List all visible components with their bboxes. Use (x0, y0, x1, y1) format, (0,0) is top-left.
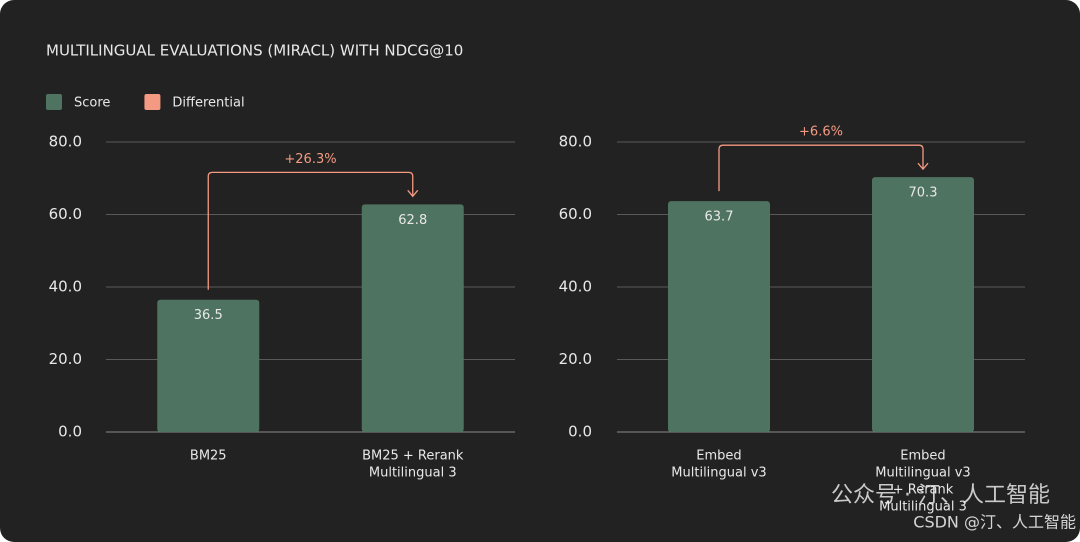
x-tick-label: BM25 + Rerank (362, 449, 464, 464)
y-tick-label: 0.0 (58, 423, 82, 441)
x-tick-label: + Rerank (893, 483, 954, 498)
y-tick-label: 80.0 (49, 133, 82, 151)
y-tick-label: 80.0 (559, 133, 592, 151)
y-tick-label: 40.0 (49, 278, 82, 296)
x-tick-label: Embed (696, 449, 741, 464)
y-tick-label: 0.0 (568, 423, 592, 441)
bar (361, 204, 464, 432)
bar (872, 177, 974, 432)
y-tick-label: 60.0 (49, 205, 82, 223)
value-label: 70.3 (909, 186, 938, 201)
differential-label: +6.6% (799, 125, 843, 140)
legend-label: Differential (172, 96, 244, 111)
legend-swatch (144, 94, 161, 110)
x-tick-label: BM25 (190, 449, 227, 464)
x-tick-label: Multilingual 3 (879, 500, 967, 515)
y-tick-label: 40.0 (559, 278, 592, 296)
y-tick-label: 20.0 (49, 350, 82, 368)
x-tick-label: Embed (900, 449, 945, 464)
legend-swatch (46, 94, 62, 110)
value-label: 63.7 (705, 210, 734, 225)
differential-arrow (407, 189, 419, 198)
bar (157, 299, 260, 432)
value-label: 62.8 (398, 213, 427, 228)
differential-label: +26.3% (284, 152, 336, 167)
watermark: 公众号 · 汀、人工智能 (831, 483, 1050, 508)
y-tick-label: 20.0 (559, 350, 592, 368)
differential-bracket (207, 171, 414, 290)
y-tick-label: 60.0 (559, 205, 592, 223)
legend-label: Score (74, 96, 110, 111)
chart-title: MULTILINGUAL EVALUATIONS (MIRACL) WITH N… (46, 42, 463, 60)
value-label: 36.5 (194, 308, 223, 323)
watermark: CSDN @汀、人工智能 (913, 513, 1076, 532)
differential-arrow (917, 162, 929, 171)
x-tick-label: Multilingual 3 (369, 466, 457, 481)
bar (668, 201, 770, 432)
differential-bracket (718, 144, 924, 192)
x-tick-label: Multilingual v3 (875, 466, 970, 481)
x-tick-label: Multilingual v3 (671, 466, 766, 481)
